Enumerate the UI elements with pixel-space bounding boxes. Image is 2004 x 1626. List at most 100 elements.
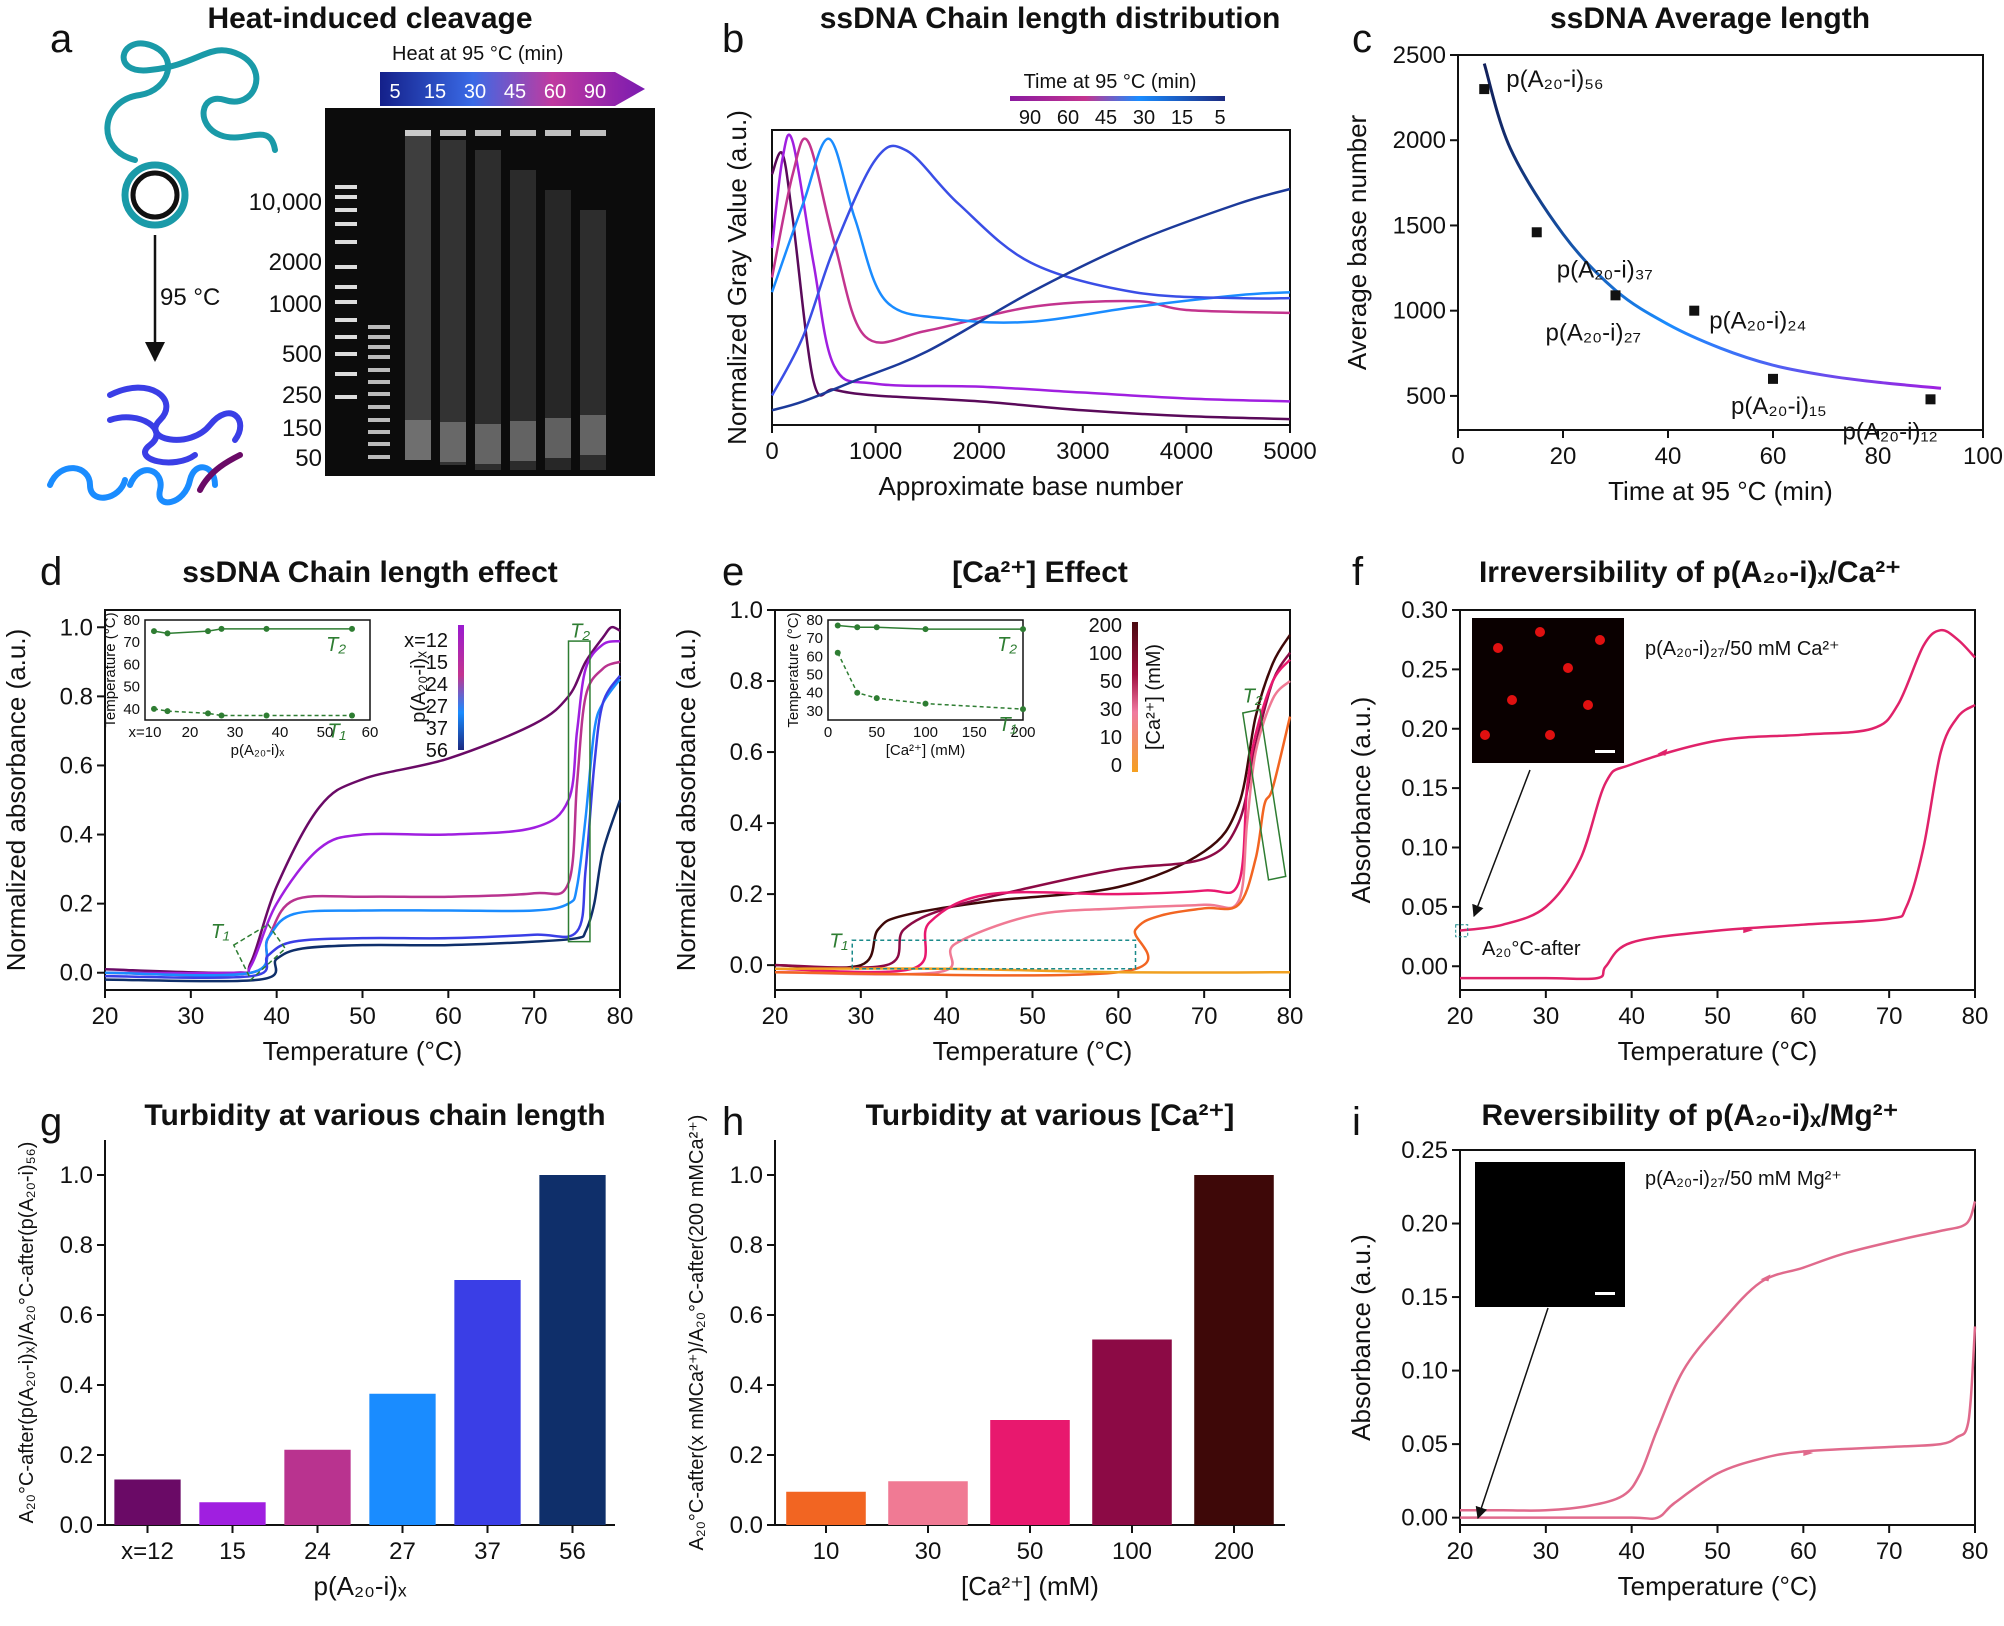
x-tick-label: 40 [1655, 443, 1682, 470]
series-line-10 [774, 716, 1292, 977]
ladder-band [335, 352, 357, 356]
gel-smear-peak [510, 421, 536, 461]
y-tick-label: 0.20 [1401, 716, 1448, 743]
x-tick-label: 50 [1704, 1003, 1731, 1030]
x-axis-label: p(A₂₀-i)ₓ [314, 1571, 407, 1601]
gel-smear-peak [405, 420, 431, 460]
fit-curve [1482, 63, 1942, 390]
ladder-label: 2000 [269, 249, 322, 276]
ladder-band [335, 300, 357, 304]
x-axis-label: Temperature (°C) [263, 1036, 463, 1066]
legend-tick: 100 [1089, 643, 1122, 665]
inset-T2-point [218, 625, 225, 632]
bar-56 [539, 1175, 606, 1525]
inset-x-tick: 150 [962, 724, 987, 741]
gel-well-band [580, 130, 606, 136]
gel-well-band [545, 130, 571, 136]
inset-T1-point [164, 708, 171, 715]
droplet-dot [1480, 730, 1490, 740]
panel-i-title: Reversibility of p(A₂₀-i)ₓ/Mg²⁺ [1481, 1099, 1898, 1132]
inset-x-label: [Ca²⁺] (mM) [886, 742, 966, 759]
inset-T2-point [922, 626, 929, 633]
legend-tick: 200 [1089, 615, 1122, 637]
x-tick-label: 60 [435, 1003, 462, 1030]
x-axis-label: Temperature (°C) [1618, 1571, 1818, 1601]
series-line-50 [774, 658, 1291, 974]
chart-f: 20 30 40 50 60 70 80 0.00 0.05 0.10 0.15 0.20 0.25 0.… [1346, 597, 1988, 1066]
y-tick-label: 0.2 [730, 881, 763, 908]
pointer-arrow [1475, 1307, 1549, 1520]
x-tick-label: 0 [765, 438, 778, 465]
ladder-band [335, 185, 357, 189]
inset-y-tick: 70 [123, 634, 140, 651]
panel-b-title: ssDNA Chain length distribution [820, 2, 1281, 35]
y-axis-label: Normalized absorbance (a.u.) [671, 629, 701, 972]
point-label: p(A₂₀-i)₂₄ [1709, 308, 1806, 335]
inset-T2-point [263, 625, 270, 632]
panel-d: d ssDNA Chain length effect 20 30 40 50 60 70… [1, 550, 633, 1066]
inset-x-tick: 40 [272, 724, 289, 741]
panel-b: b ssDNA Chain length distribution 0 1000 2… [722, 2, 1317, 501]
x-axis-label: Time at 95 °C (min) [1608, 476, 1833, 506]
inset-y-tick: 50 [123, 679, 140, 696]
panel-f: f Irreversibility of p(A₂₀-i)ₓ/Ca²⁺ 20 30… [1346, 550, 1988, 1066]
inset-T2-point [873, 624, 880, 631]
inset-x-label: p(A₂₀-i)ₓ [231, 742, 285, 759]
cooling-curve [1460, 1201, 1977, 1512]
legend-title: [Ca²⁺] (mM) [1143, 644, 1165, 750]
ladder-band [368, 392, 390, 396]
y-axis-label: Normalized Gray Value (a.u.) [722, 110, 752, 445]
x-tick-label: 20 [1447, 1003, 1474, 1030]
T2-label: T₂ [570, 621, 590, 643]
x-tick-label: 30 [1532, 1003, 1559, 1030]
legend-tick: 45 [1095, 107, 1117, 129]
ladder-label: 500 [282, 341, 322, 368]
droplet-dot [1507, 695, 1517, 705]
T1-region-box [232, 923, 287, 981]
bar-50 [990, 1420, 1070, 1525]
scale-bar [1595, 750, 1615, 753]
inset-T2-point [349, 625, 355, 632]
ladder-label: 250 [282, 382, 322, 409]
inset-x-tick: 30 [227, 724, 244, 741]
gel-lanes [335, 130, 606, 470]
inset-x-tick: 20 [182, 724, 199, 741]
legend-colorbar [1010, 96, 1225, 101]
x-tick-label: 200 [1214, 1538, 1254, 1565]
x-tick-label: 30 [915, 1538, 942, 1565]
series-line-5 [771, 187, 1291, 412]
legend-tick: 30 [1100, 699, 1122, 721]
legend-title: Time at 95 °C (min) [1024, 71, 1197, 93]
x-axis-label: Temperature (°C) [1618, 1036, 1818, 1066]
y-tick-label: 0.2 [60, 1442, 93, 1469]
inset-y-tick: 50 [806, 667, 823, 684]
inset-T2-point [164, 630, 171, 637]
x-tick-label: 40 [1618, 1003, 1645, 1030]
ladder-band [335, 208, 357, 212]
droplet-dot [1545, 730, 1555, 740]
y-tick-label: 0.25 [1401, 1137, 1448, 1164]
legend-tick: 30 [1133, 107, 1155, 129]
y-tick-label: 0.0 [60, 1512, 93, 1539]
y-tick-label: 0.0 [730, 952, 763, 979]
data-point [1689, 305, 1700, 316]
x-tick-label: 60 [1760, 443, 1787, 470]
data-point [1925, 394, 1936, 405]
legend-tick: 90 [1019, 107, 1041, 129]
bar-10 [786, 1491, 866, 1525]
x-tick-label: 70 [1876, 1003, 1903, 1030]
y-tick-label: 0.6 [60, 1302, 93, 1329]
ladder-band [335, 195, 357, 199]
y-tick-label: 0.6 [730, 739, 763, 766]
inset-T1-label: T₁ [998, 714, 1017, 736]
x-tick-label: 20 [762, 1003, 789, 1030]
micrograph-mg-image [1475, 1162, 1625, 1307]
x-tick-label: 5000 [1263, 438, 1316, 465]
ladder-band [368, 405, 390, 409]
chart-g: 0.0 0.2 0.4 0.6 0.8 1.0 x=12 15 24 27 37 56 p(A₂₀-i)… [16, 1140, 615, 1601]
heat-time-label: 30 [464, 81, 486, 103]
x-tick-label: 30 [847, 1003, 874, 1030]
y-tick-label: 0.15 [1401, 775, 1448, 802]
legend-tick: x=12 [404, 630, 448, 652]
x-tick-label: 56 [559, 1538, 586, 1565]
